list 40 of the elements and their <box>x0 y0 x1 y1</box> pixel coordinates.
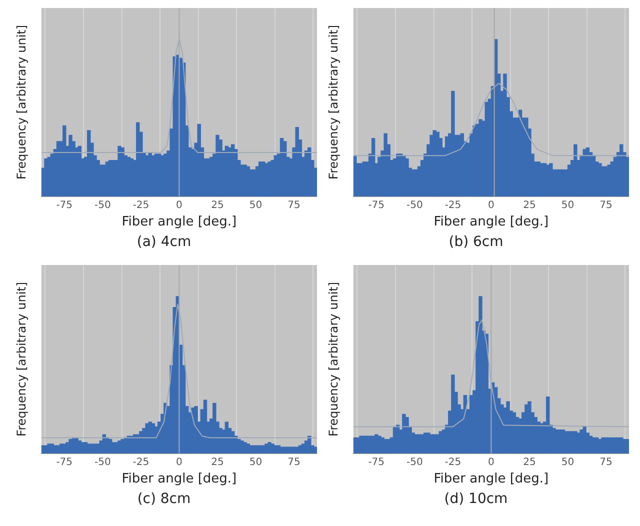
x-tick-label: -75 <box>368 456 385 468</box>
x-tick-label: -25 <box>444 456 462 468</box>
text: (b) 6cm <box>448 234 504 250</box>
text: (a) 4cm <box>136 234 192 250</box>
y-axis-title: Frequency [arbitrary unit] <box>326 24 340 180</box>
x-tick-label: 50 <box>249 456 262 468</box>
x-tick-label: 75 <box>600 200 612 211</box>
x-tick-label: -75 <box>56 456 73 468</box>
x-axis-title: Fiber angle [deg.] <box>122 472 237 487</box>
x-tick-label: 75 <box>288 456 300 468</box>
x-tick-label: -50 <box>406 200 423 211</box>
x-tick-label: -50 <box>406 456 423 468</box>
x-tick-label: 50 <box>249 200 262 211</box>
x-axis-title: Fiber angle [deg.] <box>122 214 237 230</box>
text: (c) 8cm <box>137 491 191 507</box>
x-tick-label: 25 <box>211 200 224 211</box>
x-tick-label: 0 <box>488 456 494 468</box>
x-tick-label: -25 <box>132 456 150 468</box>
text: (d) 10cm <box>444 491 508 507</box>
x-tick-label: 50 <box>561 456 574 468</box>
x-tick-label: -25 <box>132 200 150 211</box>
x-tick-label: 50 <box>561 200 574 211</box>
x-tick-label: 25 <box>211 456 224 468</box>
y-axis-title: Frequency [arbitrary unit] <box>14 24 28 180</box>
x-axis-title: Fiber angle [deg.] <box>434 472 549 487</box>
x-tick-label: -75 <box>56 200 73 211</box>
y-axis-title: Frequency [arbitrary unit] <box>14 282 28 436</box>
x-tick-label: -25 <box>444 200 462 211</box>
x-tick-label: 0 <box>176 456 182 468</box>
x-tick-label: -50 <box>94 456 111 468</box>
x-tick-label: 25 <box>523 456 536 468</box>
x-tick-label: -75 <box>368 200 385 211</box>
x-tick-label: 0 <box>488 200 494 211</box>
x-tick-label: 0 <box>176 200 182 211</box>
x-tick-label: 75 <box>288 200 300 211</box>
y-axis-title: Frequency [arbitrary unit] <box>326 282 340 436</box>
x-axis-title: Fiber angle [deg.] <box>434 214 549 230</box>
x-tick-label: 25 <box>523 200 536 211</box>
x-tick-label: 75 <box>600 456 612 468</box>
x-tick-label: -50 <box>94 200 111 211</box>
